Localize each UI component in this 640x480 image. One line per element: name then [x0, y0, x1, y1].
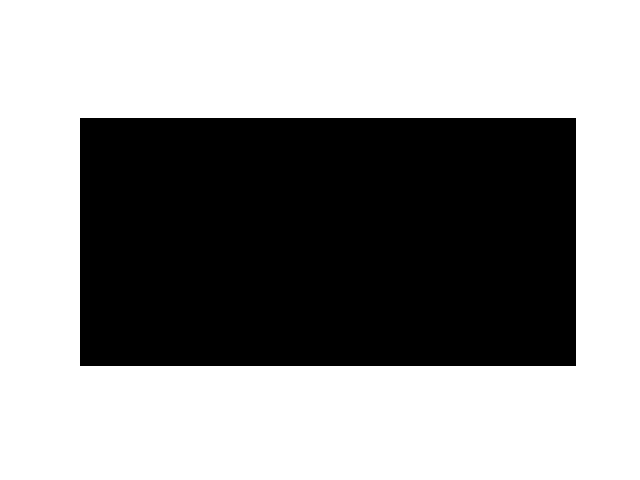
word-cloud-canvas: [80, 118, 576, 366]
word-cloud: [80, 118, 576, 366]
